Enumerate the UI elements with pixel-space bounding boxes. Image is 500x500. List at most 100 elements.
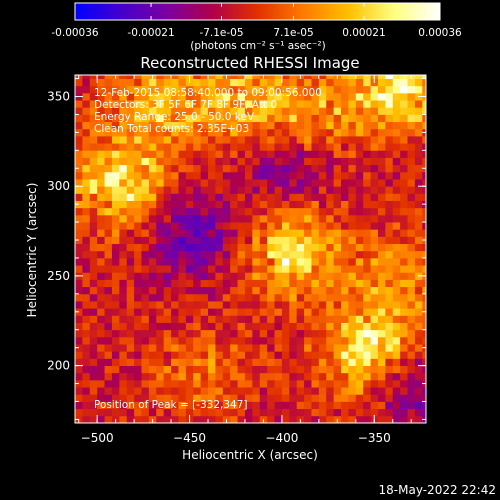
heatmap-cell bbox=[267, 315, 275, 323]
heatmap-cell bbox=[119, 336, 128, 345]
heatmap-cell bbox=[304, 179, 312, 187]
heatmap-cell bbox=[222, 236, 231, 245]
heatmap-cell bbox=[422, 265, 426, 273]
heatmap-cell bbox=[259, 128, 268, 137]
heatmap-cell bbox=[326, 279, 335, 288]
heatmap-cell bbox=[289, 415, 298, 423]
heatmap-cell bbox=[82, 250, 91, 259]
heatmap-cell bbox=[407, 78, 416, 87]
heatmap-cell bbox=[281, 344, 290, 352]
heatmap-cell bbox=[178, 171, 187, 180]
heatmap-cell bbox=[222, 257, 231, 266]
heatmap-cell bbox=[89, 365, 98, 374]
heatmap-cell bbox=[171, 157, 179, 166]
heatmap-cell bbox=[422, 193, 426, 201]
heatmap-cell bbox=[119, 286, 128, 295]
heatmap-cell bbox=[163, 114, 172, 123]
heatmap-cell bbox=[163, 351, 172, 359]
heatmap-cell bbox=[215, 100, 224, 108]
heatmap-cell bbox=[215, 401, 224, 410]
heatmap-cell bbox=[97, 75, 105, 79]
heatmap-cell bbox=[355, 408, 364, 417]
heatmap-cell bbox=[414, 171, 423, 180]
heatmap-cell bbox=[289, 329, 298, 338]
heatmap-cell bbox=[370, 257, 379, 266]
heatmap-cell bbox=[178, 128, 187, 137]
heatmap-cell bbox=[281, 171, 290, 180]
heatmap-cell bbox=[392, 85, 401, 94]
heatmap-cell bbox=[252, 257, 261, 266]
heatmap-cell bbox=[244, 75, 253, 79]
heatmap-cell bbox=[281, 394, 290, 402]
heatmap-cell bbox=[274, 372, 283, 381]
heatmap-cell bbox=[134, 150, 142, 158]
heatmap-cell bbox=[111, 243, 120, 252]
heatmap-cell bbox=[163, 92, 172, 101]
heatmap-cell bbox=[111, 279, 120, 288]
heatmap-cell bbox=[171, 186, 179, 194]
heatmap-cell bbox=[244, 186, 253, 194]
heatmap-cell bbox=[200, 236, 209, 245]
heatmap-cell bbox=[208, 415, 216, 423]
heatmap-cell bbox=[208, 229, 216, 237]
heatmap-cell bbox=[141, 171, 150, 180]
heatmap-cell bbox=[252, 286, 261, 295]
heatmap-cell bbox=[363, 308, 371, 316]
heatmap-cell bbox=[244, 387, 253, 395]
heatmap-cell bbox=[341, 293, 349, 302]
heatmap-cell bbox=[126, 322, 135, 331]
heatmap-cell bbox=[215, 336, 224, 345]
heatmap-cell bbox=[414, 358, 423, 366]
heatmap-cell bbox=[407, 171, 416, 180]
colorbar-tick-label: 0.00036 bbox=[418, 27, 462, 39]
heatmap-cell bbox=[163, 265, 172, 273]
heatmap-cell bbox=[185, 301, 194, 309]
heatmap-cell bbox=[82, 157, 91, 166]
heatmap-cell bbox=[385, 372, 394, 381]
heatmap-cell bbox=[392, 171, 401, 180]
heatmap-cell bbox=[75, 121, 83, 130]
heatmap-cell bbox=[89, 351, 98, 359]
heatmap-cell bbox=[281, 358, 290, 366]
heatmap-cells bbox=[75, 75, 426, 423]
heatmap-cell bbox=[171, 293, 179, 302]
heatmap-cell bbox=[318, 164, 327, 173]
heatmap-cell bbox=[156, 135, 165, 144]
heatmap-cell bbox=[281, 164, 290, 173]
heatmap-cell bbox=[193, 186, 202, 194]
heatmap-cell bbox=[178, 329, 187, 338]
heatmap-cell bbox=[193, 394, 202, 402]
heatmap-cell bbox=[156, 336, 165, 345]
heatmap-cell bbox=[237, 85, 246, 94]
heatmap-cell bbox=[185, 394, 194, 402]
heatmap-cell bbox=[422, 229, 426, 237]
heatmap-cell bbox=[97, 408, 105, 417]
heatmap-cell bbox=[89, 121, 98, 130]
heatmap-cell bbox=[82, 322, 91, 331]
heatmap-cell bbox=[208, 135, 216, 144]
heatmap-cell bbox=[311, 351, 320, 359]
heatmap-cell bbox=[407, 250, 416, 259]
heatmap-cell bbox=[377, 394, 386, 402]
heatmap-cell bbox=[244, 179, 253, 187]
heatmap-cell bbox=[193, 351, 202, 359]
heatmap-cell bbox=[326, 78, 335, 87]
heatmap-cell bbox=[385, 293, 394, 302]
heatmap-cell bbox=[193, 135, 202, 144]
heatmap-cell bbox=[111, 401, 120, 410]
heatmap-cell bbox=[267, 92, 275, 101]
heatmap-cell bbox=[230, 293, 238, 302]
heatmap-cell bbox=[414, 401, 423, 410]
heatmap-cell bbox=[215, 387, 224, 395]
heatmap-cell bbox=[97, 365, 105, 374]
heatmap-cell bbox=[178, 272, 187, 280]
heatmap-cell bbox=[422, 179, 426, 187]
heatmap-cell bbox=[252, 128, 261, 137]
heatmap-cell bbox=[348, 186, 357, 194]
heatmap-cell bbox=[119, 250, 128, 259]
heatmap-cell bbox=[104, 135, 113, 144]
heatmap-cell bbox=[296, 408, 305, 417]
heatmap-cell bbox=[171, 143, 179, 151]
heatmap-cell bbox=[363, 387, 371, 395]
heatmap-cell bbox=[178, 250, 187, 259]
